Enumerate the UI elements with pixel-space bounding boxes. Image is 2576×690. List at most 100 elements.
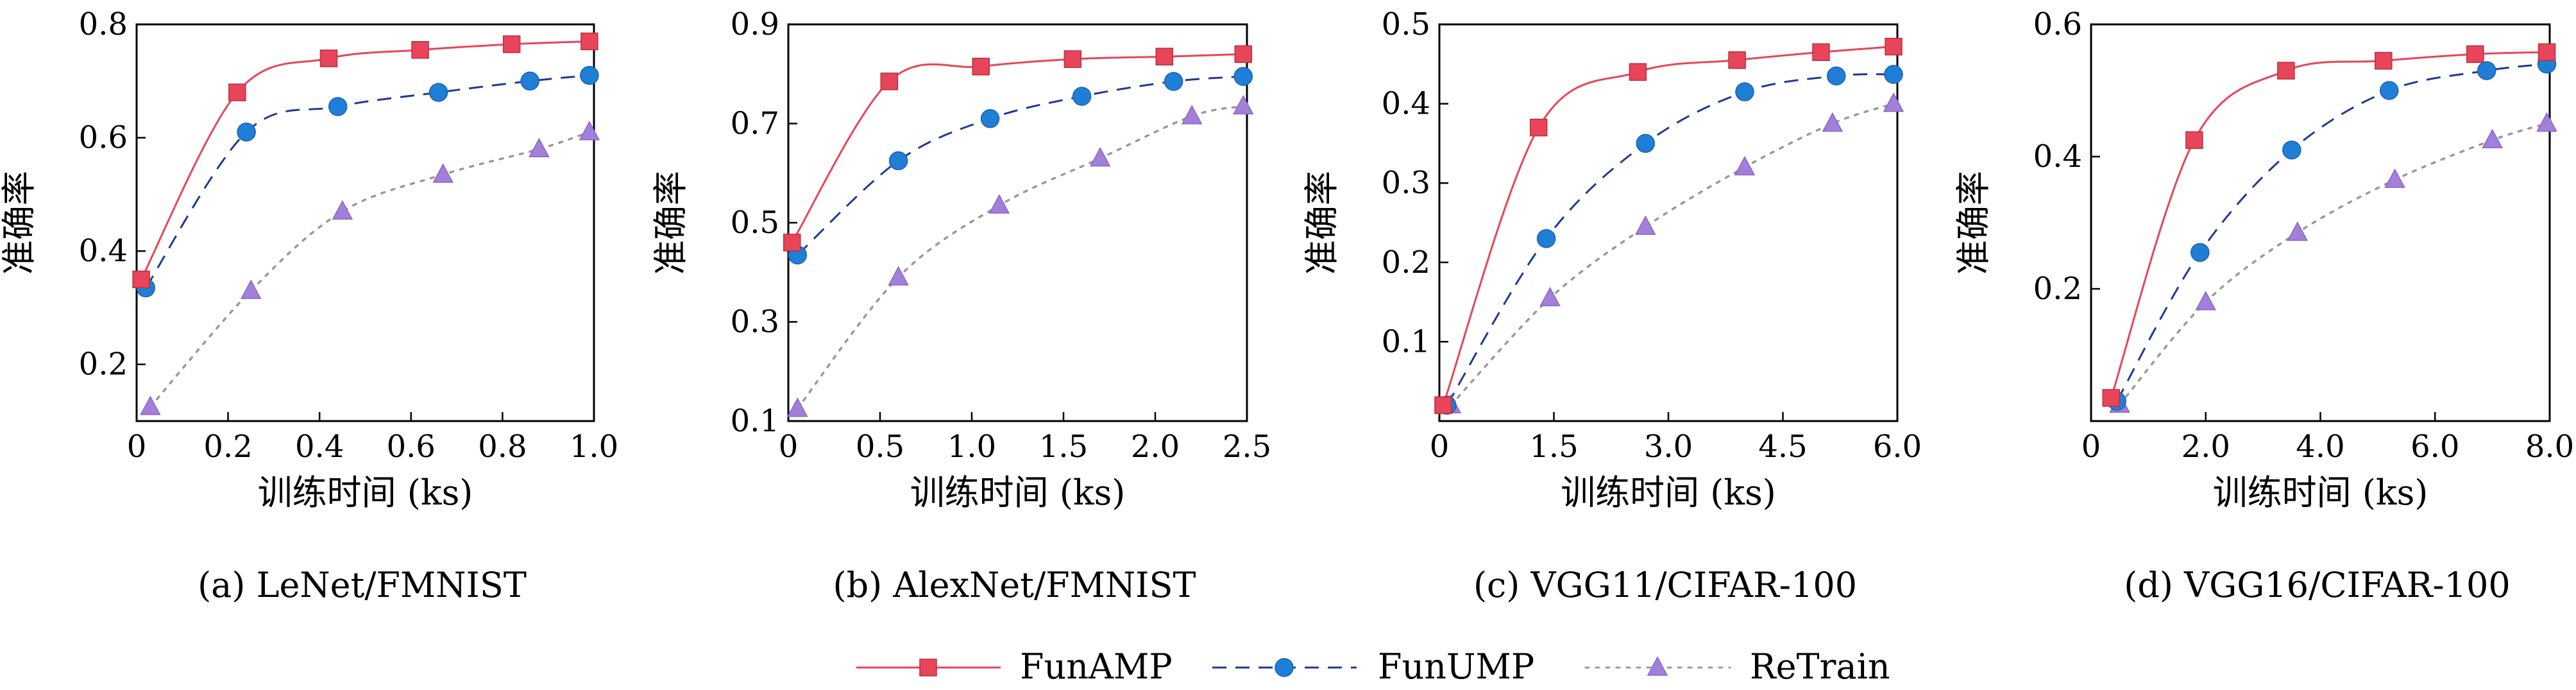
x-axis-label: 训练时间 (ks) (258, 472, 473, 513)
legend: FunAMP FunUMP ReTrain (856, 646, 1890, 687)
data-point-retrain (1883, 92, 1904, 112)
data-point-funump (2380, 81, 2399, 100)
data-point-retrain (1233, 94, 1254, 115)
data-point-funamp (1234, 45, 1253, 64)
data-point-funump (2477, 61, 2496, 80)
data-point-funamp (2375, 51, 2393, 70)
series-line-retrain (2118, 122, 2548, 406)
data-point-funamp (411, 40, 429, 59)
data-point-funump (1636, 134, 1656, 153)
data-point-funamp (783, 234, 801, 252)
data-point-funump (1884, 65, 1903, 84)
legend-label: FunUMP (1378, 646, 1534, 687)
x-tick-label: 0.6 (387, 429, 436, 465)
y-tick-label: 0.9 (731, 6, 779, 42)
data-point-funamp (2185, 131, 2203, 149)
panel-caption: (c) VGG11/CIFAR-100 (1473, 565, 1857, 605)
data-point-funamp (2277, 62, 2295, 80)
legend-item-retrain: ReTrain (1584, 646, 1890, 687)
x-tick-label: 0.5 (856, 429, 904, 465)
x-tick-label: 1.0 (570, 429, 618, 465)
data-point-retrain (332, 200, 353, 220)
y-tick-label: 0.2 (1382, 245, 1430, 280)
data-point-funamp (228, 83, 246, 101)
data-point-retrain (1539, 286, 1561, 307)
data-point-funump (2190, 243, 2210, 263)
data-point-funamp (1063, 50, 1082, 68)
legend-item-funump: FunUMP (1212, 646, 1534, 687)
series-line-retrain (149, 130, 591, 408)
data-point-funump (1072, 87, 1092, 106)
x-axis-label: 训练时间 (ks) (2213, 472, 2428, 513)
y-axis-label: 准确率 (1953, 171, 1994, 275)
y-axis-label: 准确率 (0, 171, 39, 275)
x-tick-label: 4.0 (2296, 429, 2344, 465)
y-tick-label: 0.8 (79, 6, 128, 42)
data-point-funamp (1434, 396, 1452, 415)
series-line-funump (2115, 63, 2547, 402)
legend-marker (919, 659, 937, 677)
x-tick-label: 6.0 (1873, 429, 1922, 465)
data-point-funump (2282, 140, 2301, 160)
data-point-funamp (319, 49, 338, 67)
series-line-retrain (796, 105, 1245, 410)
data-point-retrain (787, 397, 808, 417)
data-point-funamp (1629, 63, 1647, 81)
x-tick-label: 1.5 (1529, 429, 1578, 465)
data-point-funump (237, 122, 256, 142)
x-tick-label: 1.5 (1039, 429, 1088, 465)
legend-item-funamp: FunAMP (856, 646, 1173, 687)
series-line-funump (797, 75, 1244, 256)
data-point-funump (520, 71, 539, 91)
x-tick-label: 0 (779, 429, 799, 465)
y-tick-label: 0.6 (79, 120, 128, 156)
data-point-funump (1827, 66, 1846, 86)
data-point-retrain (988, 194, 1010, 214)
x-tick-label: 2.0 (1131, 429, 1180, 465)
legend-marker (1647, 656, 1668, 676)
plot-frame (2090, 23, 2551, 422)
data-point-retrain (432, 163, 453, 183)
data-point-funump (1233, 67, 1253, 86)
data-point-funump (980, 109, 1000, 128)
x-tick-label: 0 (1430, 429, 1450, 465)
y-tick-label: 0.3 (1382, 165, 1430, 201)
data-point-retrain (140, 395, 161, 415)
series-line-funump (144, 74, 590, 289)
data-point-retrain (240, 279, 262, 299)
data-point-funump (1735, 82, 1754, 101)
chart-panel: 0 1.5 3.0 4.5 6.0 0.1 0.2 0.3 0.4 0.5 训练时间 (ks) 准确率… (1301, 6, 1922, 605)
data-point-funamp (1728, 51, 1746, 69)
panel-caption: (a) LeNet/FMNIST (198, 565, 527, 605)
x-axis-label: 训练时间 (ks) (910, 472, 1126, 513)
x-tick-label: 0.8 (478, 429, 527, 465)
data-point-retrain (1822, 112, 1843, 132)
data-point-retrain (529, 137, 550, 157)
data-point-retrain (2195, 291, 2217, 311)
legend-label: ReTrain (1750, 646, 1890, 687)
data-point-funamp (132, 270, 150, 289)
plot-frame (135, 23, 595, 422)
y-axis-label: 准确率 (1301, 171, 1342, 275)
plot-frame (1438, 23, 1899, 422)
data-point-funamp (1155, 47, 1174, 65)
y-tick-label: 0.1 (1382, 323, 1430, 359)
data-point-retrain (888, 266, 909, 286)
x-tick-label: 0.2 (203, 429, 252, 465)
data-point-retrain (1635, 215, 1656, 235)
y-tick-label: 0.5 (731, 205, 779, 241)
data-point-funamp (2538, 43, 2556, 62)
y-tick-label: 0.5 (1382, 6, 1430, 42)
data-point-funump (888, 151, 908, 171)
x-tick-label: 2.0 (2182, 429, 2230, 465)
data-point-funamp (1885, 37, 1902, 56)
x-tick-label: 8.0 (2525, 429, 2574, 465)
data-point-retrain (2536, 112, 2557, 132)
legend-marker (1275, 658, 1294, 677)
y-tick-label: 0.1 (731, 403, 779, 439)
x-axis-label: 训练时间 (ks) (1561, 472, 1776, 513)
x-tick-label: 0 (2081, 429, 2101, 465)
y-tick-label: 0.6 (2033, 6, 2082, 42)
